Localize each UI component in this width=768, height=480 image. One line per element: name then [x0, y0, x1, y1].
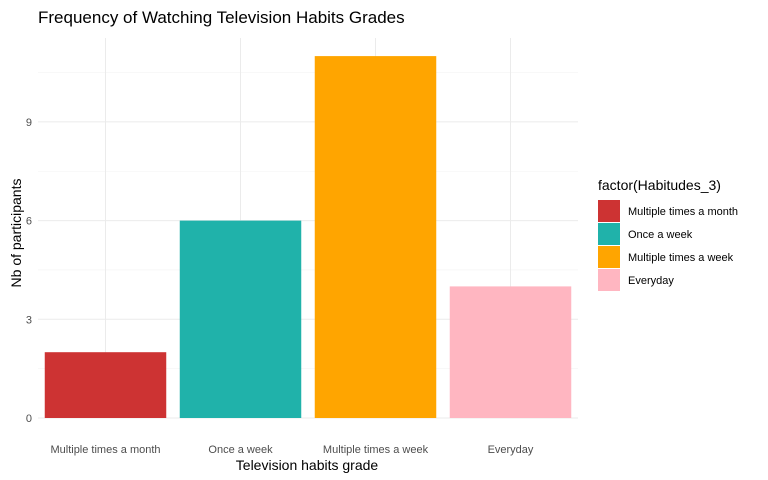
legend-label: Multiple times a month — [628, 206, 738, 218]
x-tick-label: Multiple times a week — [323, 444, 429, 456]
bar — [179, 220, 302, 418]
legend-items: Multiple times a month Once a week Multipl… — [598, 200, 738, 291]
legend-title: factor(Habitudes_3) — [598, 177, 721, 193]
x-tick-label: Multiple times a month — [50, 444, 160, 456]
legend-label: Once a week — [628, 229, 693, 241]
bar — [44, 352, 167, 418]
x-axis-title: Television habits grade — [236, 457, 379, 473]
x-tick-label: Everyday — [488, 444, 534, 456]
legend-swatch — [598, 246, 620, 268]
y-axis-title: Nb of participants — [8, 179, 24, 288]
legend-swatch — [598, 200, 620, 222]
y-tick-label: 9 — [26, 117, 32, 129]
bars-group — [44, 56, 572, 418]
legend-label: Everyday — [628, 275, 674, 287]
x-tick-label: Once a week — [208, 444, 273, 456]
chart-title: Frequency of Watching Television Habits … — [38, 8, 405, 27]
bar — [449, 286, 572, 418]
legend-swatch — [598, 223, 620, 245]
x-axis-ticks: Multiple times a month Once a week Multipl… — [50, 444, 533, 456]
y-axis-ticks: 0 3 6 9 — [26, 117, 32, 425]
legend: factor(Habitudes_3) Multiple times a mon… — [598, 177, 738, 291]
legend-swatch — [598, 269, 620, 291]
y-tick-label: 6 — [26, 216, 32, 228]
legend-label: Multiple times a week — [628, 252, 734, 264]
y-tick-label: 0 — [26, 413, 32, 425]
y-tick-label: 3 — [26, 314, 32, 326]
bar — [314, 56, 437, 418]
